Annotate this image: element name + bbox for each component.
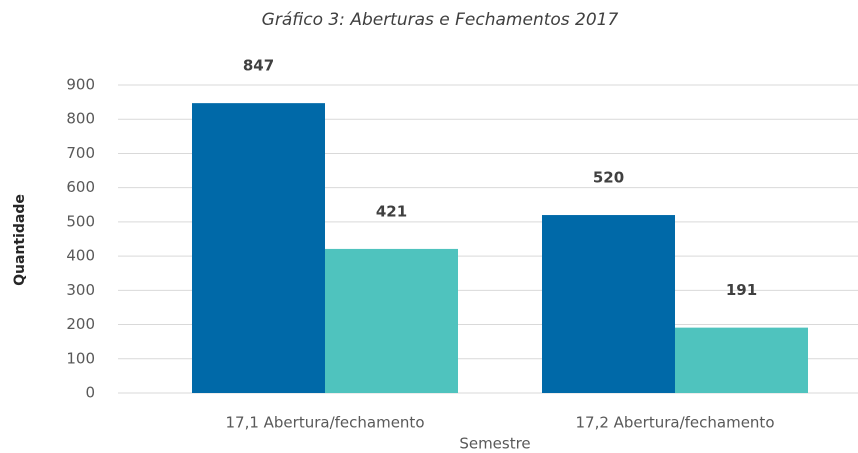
bar (325, 248, 458, 393)
data-label: 847 (243, 57, 274, 75)
y-tick-label: 900 (66, 76, 95, 94)
y-tick-label: 700 (66, 144, 95, 162)
bar (542, 215, 675, 393)
x-tick-label: 17,2 Abertura/fechamento (575, 414, 774, 432)
y-tick-label: 200 (66, 315, 95, 333)
data-label: 191 (726, 281, 757, 299)
chart-title: Gráfico 3: Aberturas e Fechamentos 2017 (262, 10, 619, 30)
data-label: 520 (593, 169, 624, 187)
x-axis-title: Semestre (459, 435, 530, 453)
y-tick-label: 100 (66, 349, 95, 367)
y-tick-label: 500 (66, 212, 95, 230)
y-tick-label: 600 (66, 178, 95, 196)
y-tick-label: 800 (66, 110, 95, 128)
y-axis-title: Quantidade (12, 194, 28, 286)
y-tick-label: 300 (66, 281, 95, 299)
y-tick-label: 400 (66, 247, 95, 265)
x-tick-label: 17,1 Abertura/fechamento (225, 414, 424, 432)
bar (675, 327, 808, 393)
bar (192, 103, 325, 393)
y-tick-label: 0 (85, 384, 95, 402)
data-label: 421 (376, 202, 407, 220)
